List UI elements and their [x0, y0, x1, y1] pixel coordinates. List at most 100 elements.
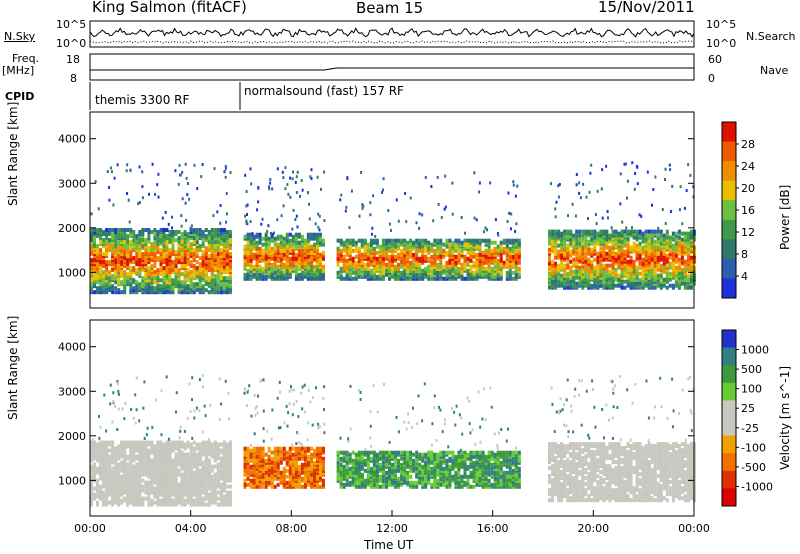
heat-cell — [288, 232, 292, 237]
heat-cell — [129, 458, 133, 463]
heat-cell — [129, 228, 133, 232]
heat-cell — [192, 452, 196, 457]
heat-cell — [213, 472, 217, 477]
heat-cell — [418, 226, 421, 230]
heat-cell — [554, 215, 557, 219]
heat-cell — [690, 255, 693, 260]
heat-cell — [153, 286, 157, 291]
heat-cell — [225, 496, 229, 501]
heat-cell — [141, 252, 145, 257]
heat-cell — [454, 254, 458, 259]
heat-cell — [141, 496, 145, 501]
heat-cell — [388, 276, 391, 281]
heat-cell — [135, 454, 139, 459]
heat-cell — [316, 232, 319, 237]
heat-cell — [442, 242, 446, 247]
heat-cell — [381, 252, 385, 257]
heat-cell — [126, 246, 130, 251]
heat-cell — [180, 440, 184, 445]
heat-cell — [159, 482, 163, 487]
heat-cell — [569, 253, 573, 258]
heat-cell — [515, 222, 518, 226]
heat-cell — [252, 470, 256, 475]
heat-cell — [677, 279, 681, 284]
heat-cell — [514, 194, 517, 198]
heat-cell — [156, 464, 160, 469]
heat-cell — [174, 452, 178, 457]
heat-cell — [135, 470, 139, 475]
heat-cell — [195, 500, 199, 505]
heat-cell — [174, 484, 178, 489]
heat-cell — [138, 419, 141, 423]
heat-cell — [213, 248, 217, 253]
heat-cell — [421, 268, 425, 273]
heat-cell — [102, 500, 106, 505]
heat-cell — [96, 244, 99, 249]
heat-cell — [186, 278, 190, 283]
heat-cell — [198, 494, 202, 499]
heat-cell — [674, 283, 678, 288]
heat-cell — [207, 464, 211, 469]
heat-cell — [123, 496, 127, 501]
heat-cell — [400, 258, 404, 263]
heat-cell — [111, 232, 115, 237]
heat-cell — [192, 440, 196, 445]
heat-cell — [257, 200, 260, 204]
heat-cell — [165, 254, 169, 259]
heat-cell — [687, 231, 690, 236]
heat-cell — [126, 234, 130, 239]
heat-cell — [216, 232, 220, 237]
heat-cell — [374, 234, 377, 238]
heat-cell — [605, 273, 609, 278]
heat-cell — [602, 257, 606, 262]
heat-cell — [135, 466, 139, 471]
heat-cell — [632, 263, 636, 268]
heat-cell — [484, 248, 488, 253]
heat-cell — [466, 262, 470, 267]
heat-cell — [126, 254, 130, 259]
heat-cell — [117, 268, 121, 273]
heat-cell — [222, 282, 226, 287]
heat-cell — [186, 193, 189, 197]
heat-cell — [126, 228, 130, 232]
heat-cell — [457, 252, 461, 257]
heat-cell — [270, 266, 274, 271]
heat-cell — [213, 464, 217, 469]
heat-cell — [144, 464, 148, 469]
heat-cell — [560, 283, 564, 288]
heat-cell — [319, 252, 322, 257]
heat-cell — [111, 278, 115, 283]
heat-cell — [162, 442, 166, 447]
heat-cell — [308, 202, 310, 206]
heat-cell — [357, 262, 361, 267]
heat-cell — [201, 464, 205, 469]
heat-cell — [204, 256, 208, 261]
heat-cell — [587, 217, 589, 220]
heat-cell — [106, 170, 109, 174]
heat-cell — [620, 245, 624, 250]
heat-cell — [142, 406, 145, 410]
heat-cell — [493, 264, 497, 269]
heat-cell — [180, 458, 184, 463]
heat-cell — [222, 234, 226, 239]
heat-cell — [141, 484, 145, 489]
heat-cell — [300, 244, 304, 249]
heat-cell — [203, 404, 206, 408]
heat-cell — [563, 229, 567, 234]
heat-cell — [125, 169, 128, 173]
heat-cell — [120, 440, 124, 445]
heat-cell — [153, 464, 157, 469]
heat-cell — [141, 232, 145, 237]
heat-cell — [584, 255, 588, 260]
heat-cell — [678, 208, 681, 212]
heat-cell — [225, 276, 229, 281]
heat-cell — [159, 284, 163, 289]
heat-cell — [180, 472, 184, 477]
heat-cell — [566, 251, 570, 256]
heat-cell — [195, 462, 199, 467]
heat-cell — [114, 450, 118, 455]
heat-cell — [578, 233, 582, 238]
heat-cell — [385, 272, 388, 277]
heat-cell — [680, 231, 684, 236]
heat-cell — [120, 482, 124, 487]
